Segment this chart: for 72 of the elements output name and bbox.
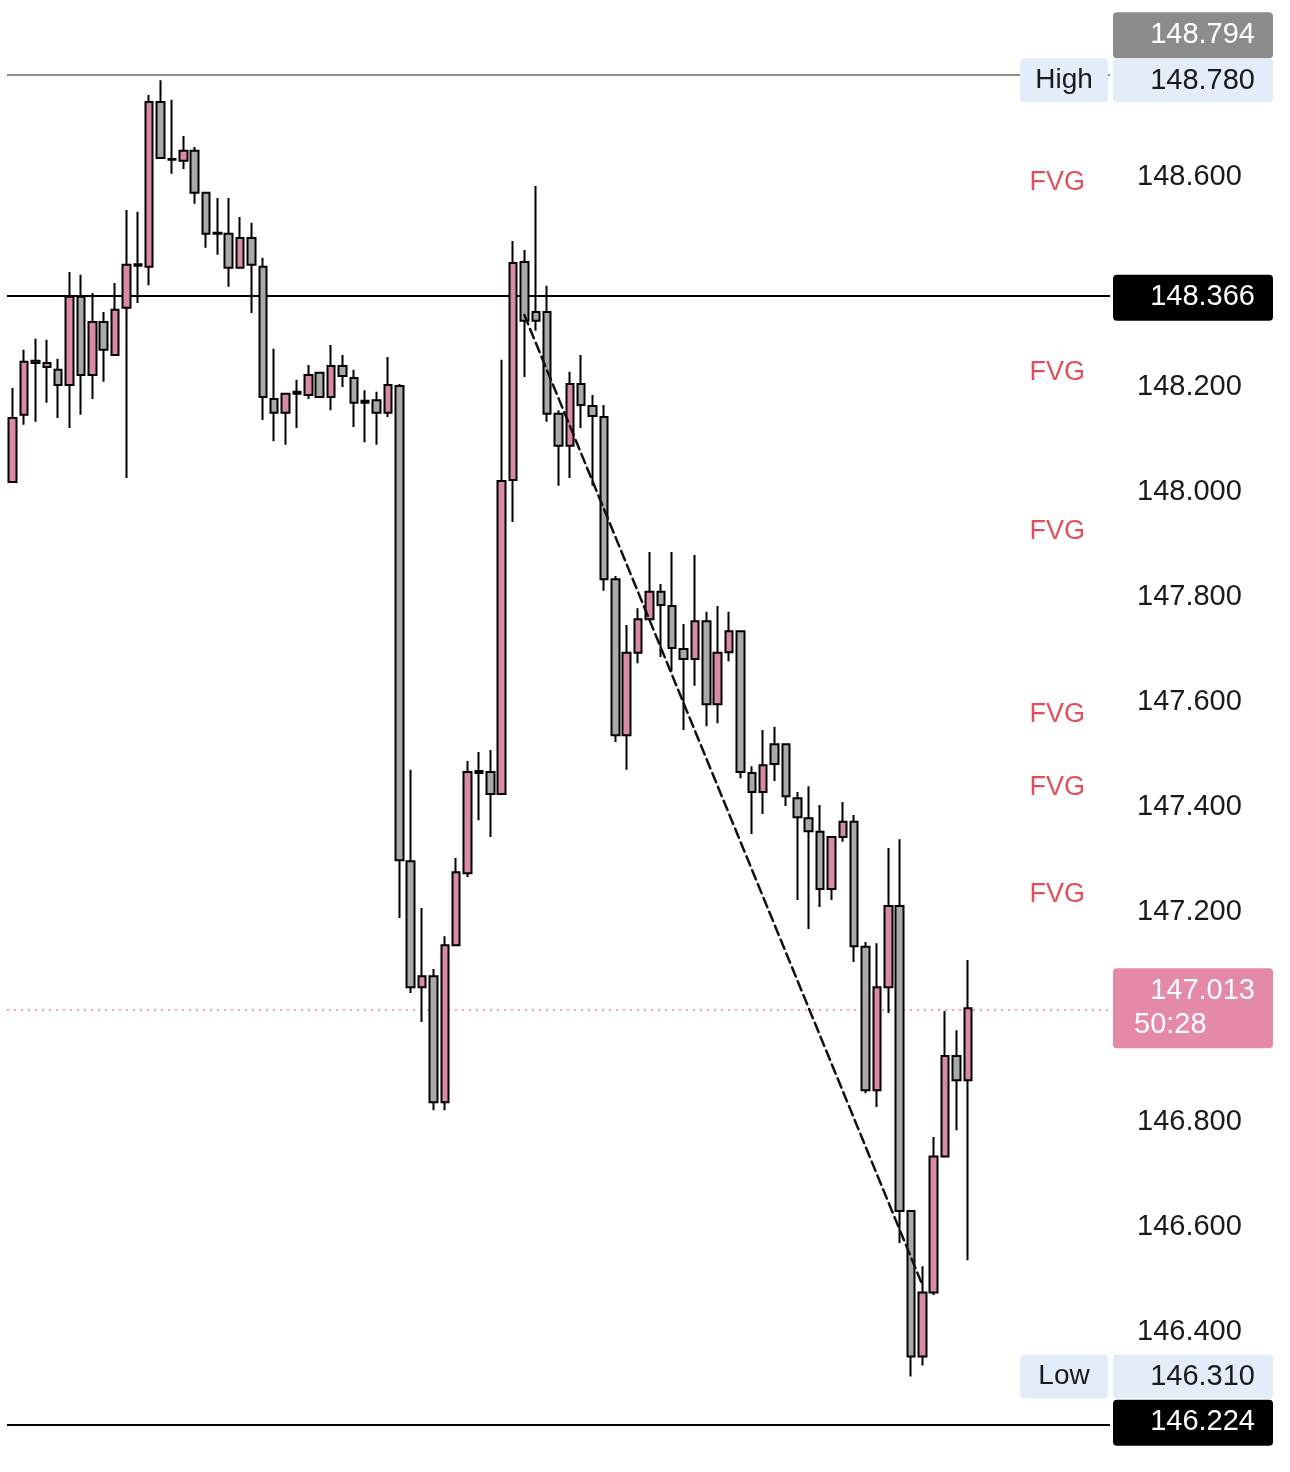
annotation: FVG [1029, 771, 1085, 801]
candlestick [371, 390, 382, 446]
y-tick-label: 146.800 [1137, 1104, 1242, 1137]
candlestick [633, 607, 643, 665]
candlestick [599, 403, 609, 592]
candlestick [451, 857, 461, 947]
candlestick [656, 582, 666, 658]
candlestick [758, 728, 768, 815]
candlestick [587, 393, 598, 487]
candlestick [906, 1210, 916, 1378]
candlestick [428, 967, 439, 1112]
candlestick [360, 389, 370, 444]
y-tick-label: 148.000 [1137, 473, 1242, 506]
candlestick [838, 800, 848, 843]
candlestick [7, 387, 18, 484]
candlestick [769, 725, 780, 782]
y-tick-label: 146.400 [1137, 1314, 1242, 1347]
y-tick-label: 146.600 [1137, 1209, 1242, 1242]
ref-line-label: 146.224 [1150, 1404, 1255, 1437]
candlestick [951, 1029, 962, 1132]
y-tick-label: 147.800 [1137, 579, 1242, 611]
annotation: Low [1038, 1358, 1091, 1390]
ref-line-label: 148.794 [1150, 16, 1255, 49]
candlestick [690, 554, 700, 687]
candlestick [747, 765, 757, 835]
candlestick [826, 836, 837, 902]
candlestick [383, 356, 393, 418]
ref-line-label: 147.013 50:28 [1134, 972, 1255, 1039]
annotation: FVG [1029, 698, 1085, 728]
candlestick [462, 759, 473, 878]
candlestick [30, 337, 41, 423]
y-tick-label: 147.400 [1137, 789, 1242, 822]
candlestick [860, 941, 871, 1095]
annotation: High [1035, 62, 1093, 94]
candlestick [849, 814, 859, 964]
annotation: FVG [1029, 878, 1085, 908]
candlestick [337, 354, 348, 389]
candlestick [53, 357, 63, 420]
candlestick [678, 622, 689, 731]
annotation: FVG [1029, 515, 1085, 545]
candlestick [440, 935, 450, 1112]
candlestick [781, 743, 791, 808]
candlestick [201, 190, 211, 249]
annotation: FVG [1029, 166, 1085, 196]
candlestick [553, 409, 564, 487]
candlestick [667, 550, 677, 673]
candlestick [326, 344, 336, 412]
y-tick-label: 148.200 [1137, 368, 1242, 401]
candlestick [144, 94, 154, 287]
candlestick [644, 550, 655, 621]
candlestick [280, 392, 291, 446]
candlestick [349, 368, 359, 428]
text: 148.780 [1150, 62, 1255, 95]
candlestick [19, 348, 29, 426]
y-tick-label: 148.600 [1137, 158, 1242, 191]
candlestick [292, 378, 302, 429]
text: 146.310 [1150, 1358, 1255, 1391]
candlestick [735, 630, 746, 780]
y-tick-label: 147.200 [1137, 894, 1242, 927]
ref-line-label: 148.366 [1150, 279, 1255, 312]
candlestick [155, 79, 166, 160]
candlestick [474, 751, 484, 822]
candlestick [269, 347, 279, 443]
candlestick [167, 98, 177, 175]
candlestick [565, 370, 575, 479]
candlestick [235, 215, 245, 269]
y-tick-label: 147.600 [1137, 684, 1242, 717]
annotation: FVG [1029, 356, 1085, 386]
candlestick [815, 804, 825, 908]
candlestick [576, 354, 586, 429]
candlestick [42, 338, 52, 404]
candlestick [724, 610, 734, 663]
